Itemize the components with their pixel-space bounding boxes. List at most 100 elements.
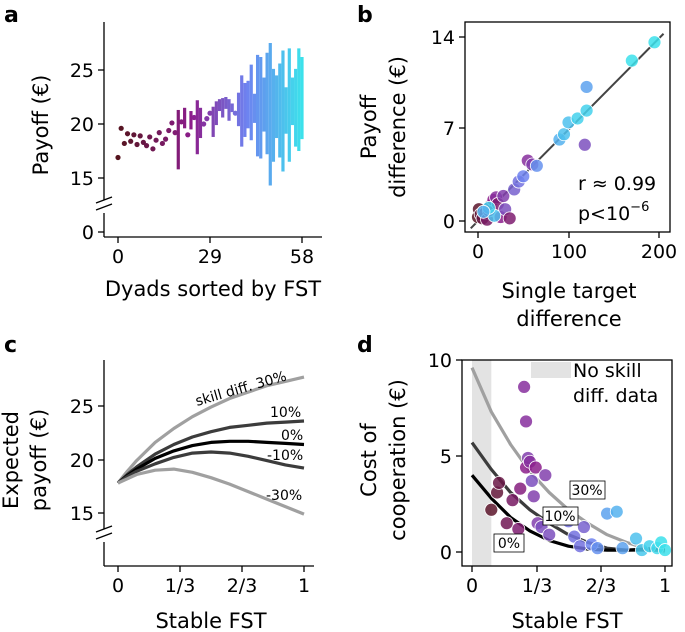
panel-c-curve-label-0: 0% <box>281 428 303 444</box>
panel-c-ylabel-line1: Expected <box>0 411 23 509</box>
panel-d-ytick-label: 10 <box>428 350 452 372</box>
panel-c-xtick-label: 2/3 <box>227 575 258 597</box>
payoff-curve <box>117 439 305 485</box>
scatter-point <box>557 127 571 142</box>
panel-a-ylabel: Payoff (€) <box>29 75 53 176</box>
panel-c-curve-label-30: skill diff. 30% <box>194 369 289 410</box>
scatter-point <box>505 493 520 508</box>
scatter-point <box>513 481 528 496</box>
scatter-point <box>502 211 517 226</box>
panel-a: a 25 20 15 0 0 29 58 Dyads sorted by FST… <box>4 3 322 301</box>
panel-a-ytick-label: 20 <box>70 114 94 136</box>
scatter-point <box>528 460 543 475</box>
panel-c-xtick-label: 0 <box>112 575 124 597</box>
panel-d-curve-label-0: 0% <box>498 536 520 552</box>
dyad-point <box>147 134 153 140</box>
dyad-point <box>121 140 127 147</box>
panel-b-xlabel-line1: Single target <box>501 279 636 303</box>
scatter-point <box>526 489 541 504</box>
panel-d-curve-label-10: 10% <box>544 509 575 525</box>
panel-b: b 14 7 0 0 100 200 Single target differe… <box>357 3 677 331</box>
scatter-point <box>511 522 526 536</box>
panel-a-axis-break-mark <box>95 196 113 204</box>
panel-d: d No skill diff. data 30% 10% 0% 10 5 0 … <box>357 333 673 632</box>
panel-b-p-value: p<10−6 <box>578 200 649 225</box>
panel-b-xtick-label: 100 <box>551 241 587 263</box>
panel-b-ytick-label: 7 <box>443 118 455 140</box>
dyad-point <box>118 125 124 131</box>
panel-d-curve-label-box <box>569 480 606 500</box>
panel-c-ylabel-line2: payoff (€) <box>27 409 51 511</box>
panel-c-curve-label-minus30: -30% <box>266 488 302 504</box>
panel-a-marks <box>115 43 304 186</box>
panel-d-legend-swatch <box>531 362 571 378</box>
scatter-point <box>609 504 624 519</box>
dyad-point <box>140 139 146 145</box>
scatter-point <box>516 169 531 184</box>
panel-c-marks <box>116 375 305 516</box>
panel-c-ytick-label: 25 <box>70 396 94 418</box>
panel-d-frame <box>461 359 673 567</box>
dyad-point <box>201 121 207 127</box>
dyad-point <box>185 132 191 138</box>
dyad-point <box>166 127 172 134</box>
panel-a-ytick-label: 25 <box>70 60 94 82</box>
panel-d-ytick-label: 0 <box>440 542 452 564</box>
panel-b-ylabel-line2: difference (€) <box>386 56 410 198</box>
panel-d-label: d <box>357 333 373 358</box>
panel-b-ytick-label: 0 <box>443 211 455 233</box>
dyad-point <box>191 114 197 121</box>
dyad-point <box>134 141 140 148</box>
scatter-point <box>615 541 630 556</box>
panel-c-xlabel: Stable FST <box>155 609 266 632</box>
dyad-point <box>172 130 178 136</box>
dyad-point <box>131 132 137 138</box>
dyad-point <box>153 137 159 143</box>
scatter-point <box>492 475 506 490</box>
panel-b-xlabel-line2: difference <box>516 307 621 331</box>
panel-b-marks <box>471 35 662 227</box>
panel-d-xtick-label: 0 <box>466 575 478 597</box>
dyad-point <box>159 140 166 147</box>
panel-a-ytick-label: 0 <box>82 222 94 244</box>
panel-b-xtick-label: 200 <box>641 241 677 263</box>
dyad-point <box>137 133 143 139</box>
dyad-point <box>143 143 150 149</box>
scatter-point <box>499 516 514 531</box>
dyad-point <box>169 120 175 126</box>
dyad-point <box>207 110 213 116</box>
panel-d-xlabel: Stable FST <box>511 609 622 632</box>
payoff-curve <box>116 375 305 484</box>
scatter-point <box>579 80 594 94</box>
panel-c-axis-break-mark <box>95 532 113 540</box>
panel-a-label: a <box>4 3 19 28</box>
panel-d-curve-label-30: 30% <box>571 483 602 499</box>
scatter-point <box>577 520 591 534</box>
panel-d-curve-label-box <box>542 506 579 526</box>
scatter-point <box>542 527 557 542</box>
panel-c-xtick-label: 1/3 <box>165 575 196 597</box>
scatter-point <box>629 531 643 546</box>
dyad-point <box>162 136 169 142</box>
panel-a-xtick-label: 58 <box>290 246 314 268</box>
panel-c-curve-label-10: 10% <box>270 405 301 421</box>
panel-d-ylabel-line1: Cost of <box>357 423 381 497</box>
dyad-point <box>232 110 238 116</box>
panel-b-label: b <box>357 3 373 28</box>
scatter-point <box>647 35 662 50</box>
scatter-point <box>524 474 539 488</box>
panel-b-correlation-r: r ≈ 0.99 <box>578 173 656 195</box>
scatter-point <box>573 539 587 554</box>
scatter-point <box>577 137 592 152</box>
panel-c-ytick-label: 20 <box>70 450 94 472</box>
panel-b-xtick-label: 0 <box>472 241 484 263</box>
panel-b-ylabel-line1: Payoff <box>357 94 381 159</box>
panel-a-xtick-label: 0 <box>112 246 124 268</box>
dyad-point <box>204 116 210 122</box>
panel-b-p-value-base: p<10 <box>578 203 630 225</box>
panel-a-ytick-label: 15 <box>70 168 94 190</box>
dyad-point <box>178 119 185 125</box>
panel-c-label: c <box>4 333 17 358</box>
panel-d-curve-label-box <box>493 533 525 553</box>
